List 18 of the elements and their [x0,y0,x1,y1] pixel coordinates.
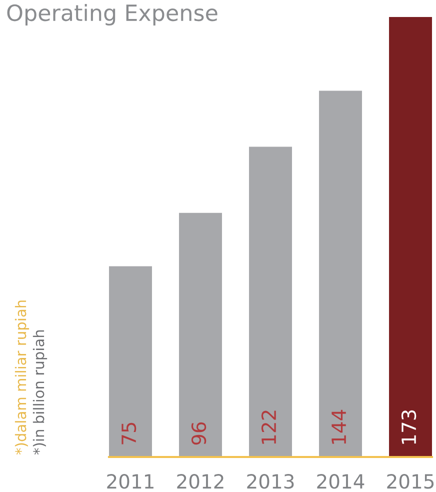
text: *)dalam miliar rupiah [14,300,30,455]
x-tick-label: 2013 [247,474,294,489]
bar [109,266,152,457]
data-label: 144 [332,410,346,444]
bar [389,17,432,457]
bar [249,146,292,457]
data-label: 173 [401,410,416,444]
x-tick-label: 2014 [317,474,364,489]
chart-title: Operating Expense [7,4,218,26]
bar [319,90,362,457]
data-label: 75 [122,422,136,444]
bar [179,212,222,457]
x-tick-label: 2012 [177,474,224,489]
x-tick-label: 2015 [387,474,434,489]
data-label: 122 [261,410,276,444]
text: *)in billion rupiah [32,330,48,455]
x-tick-label: 2011 [107,474,154,489]
data-label: 96 [191,422,206,445]
